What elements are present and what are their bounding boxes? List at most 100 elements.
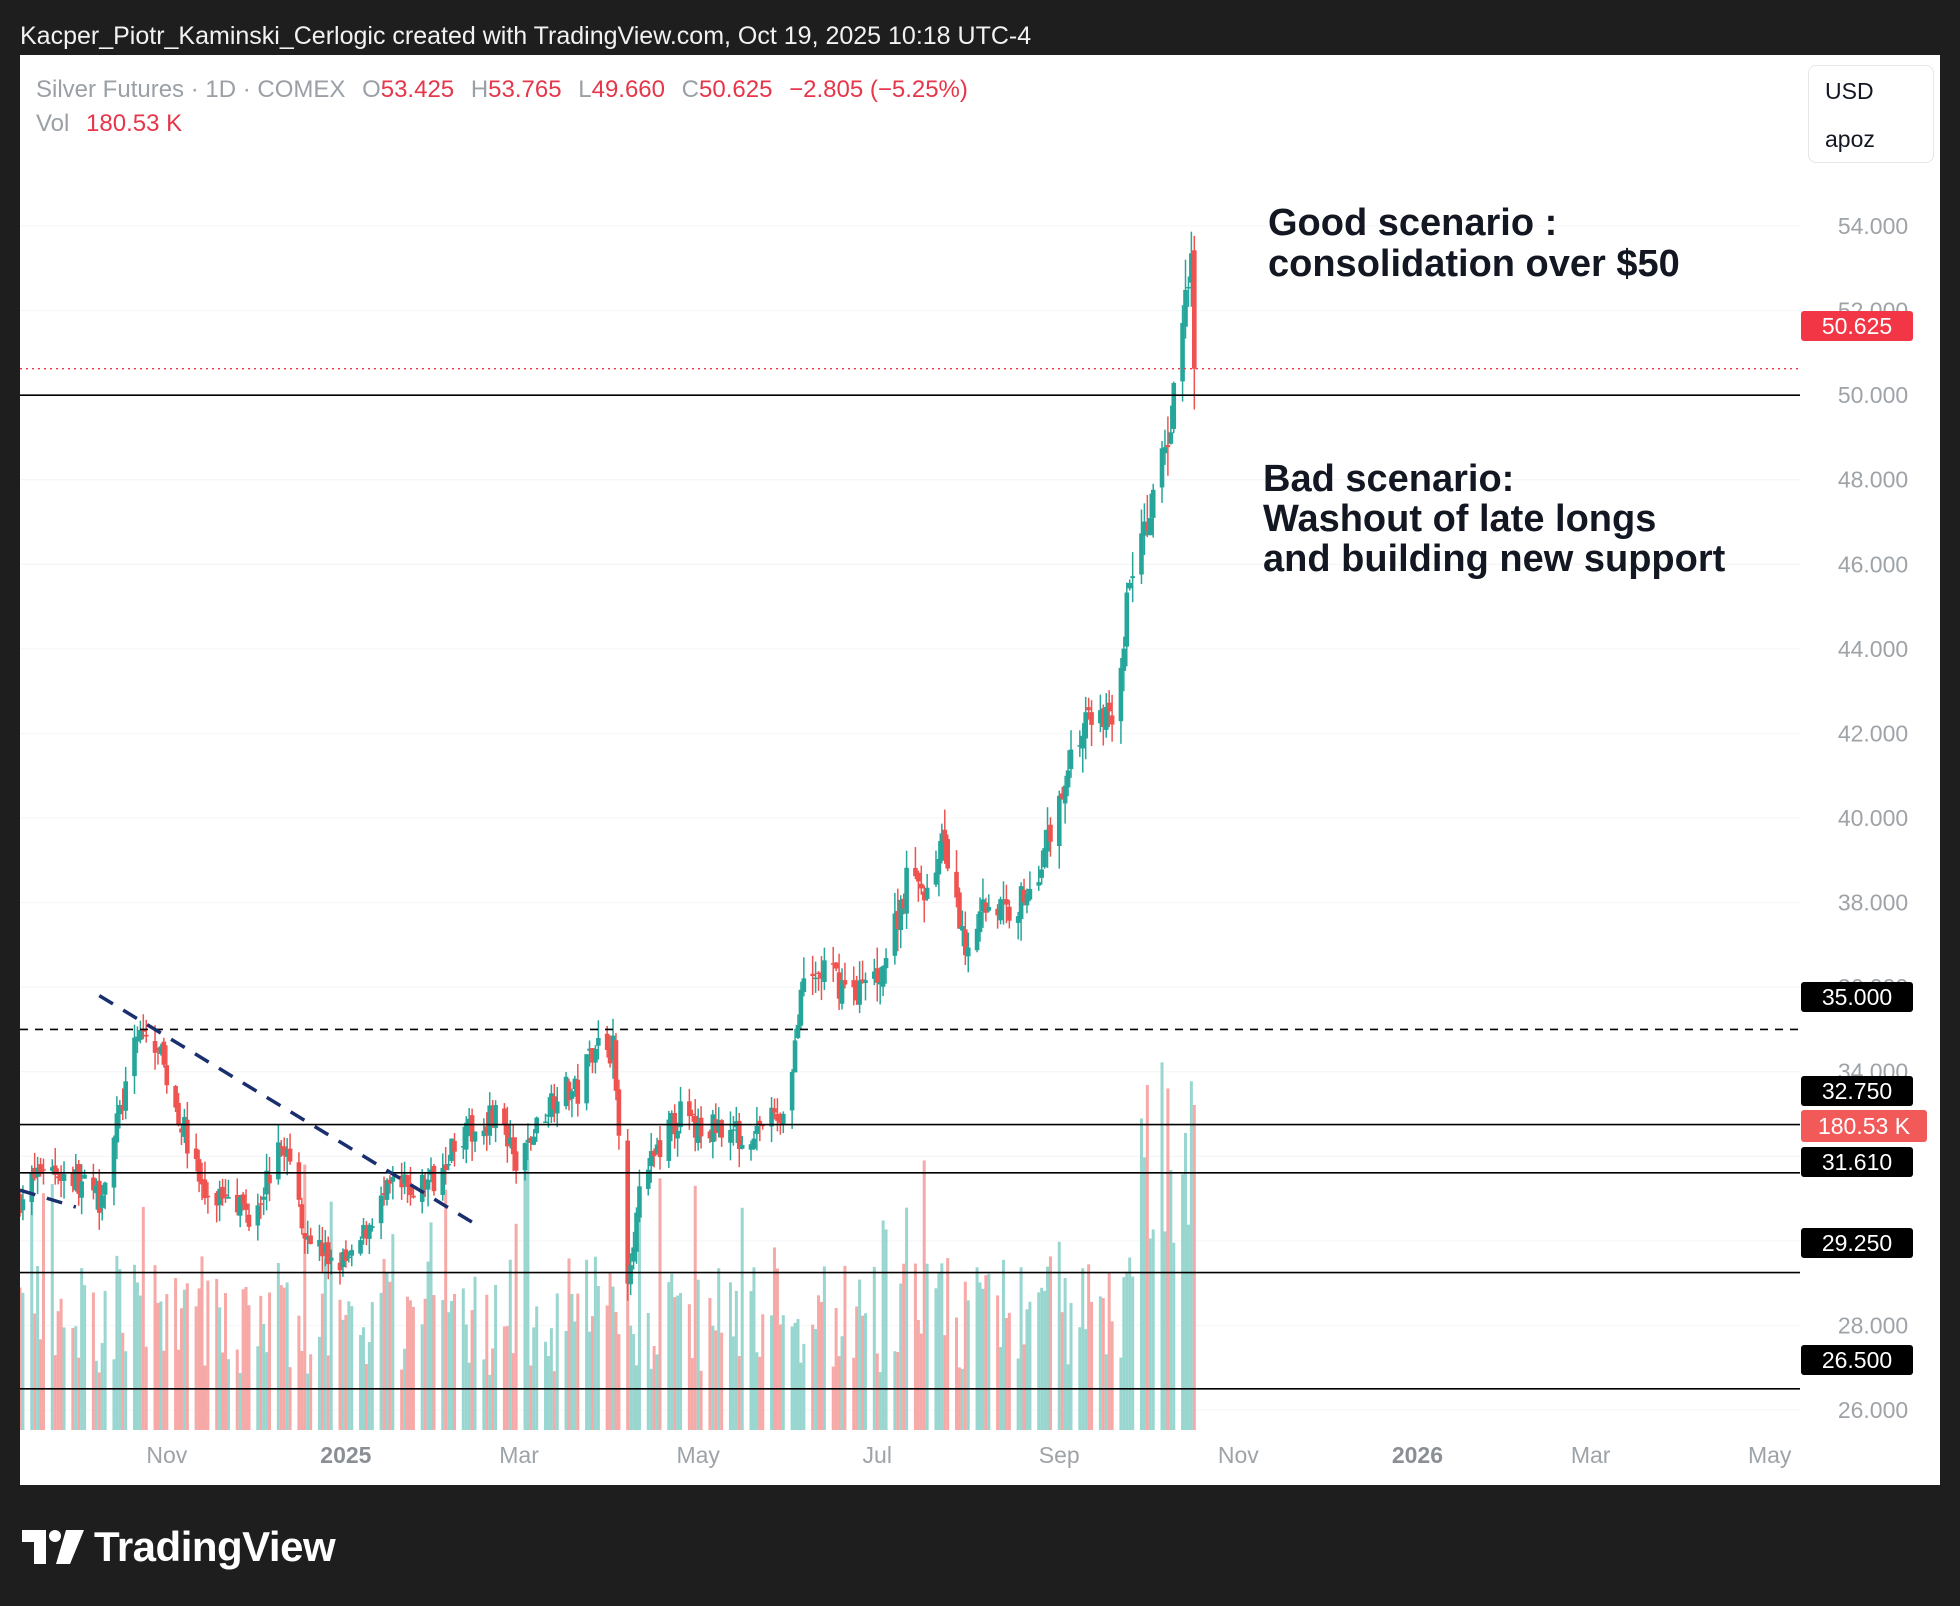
volume-bar <box>300 1350 304 1430</box>
volume-bar <box>276 1263 280 1430</box>
volume-bar <box>535 1306 539 1430</box>
volume-bar <box>429 1222 433 1430</box>
volume-bar <box>526 1159 530 1430</box>
volume-bar <box>1046 1266 1050 1430</box>
volume-bar <box>33 1313 37 1430</box>
volume-bar <box>268 1292 272 1430</box>
candle-body <box>258 1203 264 1205</box>
candle-body <box>654 1144 660 1153</box>
volume-bar <box>570 1294 574 1430</box>
volume-bar <box>658 1178 662 1430</box>
volume-bar <box>596 1285 600 1430</box>
candle-body <box>510 1137 516 1155</box>
symbol-title[interactable]: Silver Futures · 1D · COMEX <box>36 76 346 103</box>
volume-bar <box>1160 1062 1164 1430</box>
svg-text:50.625: 50.625 <box>1822 313 1892 339</box>
volume-bar <box>822 1266 826 1430</box>
time-tick-label: Mar <box>1571 1442 1611 1468</box>
candle-body <box>731 1129 736 1131</box>
price-tick-label: 42.000 <box>1838 720 1908 746</box>
time-tick-label: Mar <box>499 1442 539 1468</box>
currency-unit-box[interactable]: USD apoz <box>1808 65 1934 163</box>
volume-bar <box>21 1292 25 1430</box>
volume-bar <box>861 1315 865 1430</box>
candle-body <box>960 926 965 931</box>
candle-body <box>645 1169 651 1189</box>
candle-body <box>1186 286 1191 289</box>
candle-body <box>801 978 807 993</box>
candle-body <box>1062 785 1068 804</box>
candle-body <box>138 1030 143 1040</box>
volume-bar <box>1081 1268 1085 1430</box>
candle-body <box>1171 383 1177 429</box>
volume-bar <box>50 1183 54 1430</box>
candle-body <box>79 1181 84 1198</box>
volume-bar <box>80 1268 84 1430</box>
svg-text:180.53 K: 180.53 K <box>1818 1113 1911 1139</box>
volume-bar <box>585 1259 589 1430</box>
volume-bar <box>711 1325 715 1430</box>
volume-bar <box>734 1290 738 1430</box>
volume-bar <box>549 1328 553 1430</box>
candle-body <box>916 872 921 882</box>
volume-bar <box>379 1292 383 1430</box>
volume-bar <box>1057 1241 1061 1430</box>
candle-body <box>528 1137 534 1143</box>
candle-body <box>651 1150 657 1157</box>
candle-body <box>895 911 901 929</box>
volume-bar <box>987 1273 991 1430</box>
volume-bar <box>406 1296 410 1430</box>
volume-bar <box>837 1356 841 1430</box>
volume-bar <box>359 1334 363 1430</box>
volume-bar <box>843 1265 847 1430</box>
volume-bar <box>590 1316 594 1430</box>
volume-bar <box>1122 1277 1126 1430</box>
price-chart[interactable]: 26.00028.00030.00032.00034.00036.00038.0… <box>20 55 1940 1485</box>
candle-body <box>1127 582 1133 589</box>
volume-bar <box>511 1353 515 1430</box>
volume-bar <box>508 1259 512 1430</box>
volume-bar <box>637 1189 641 1430</box>
candle-body <box>302 1233 308 1239</box>
volume-bar <box>1172 1242 1176 1430</box>
candle-body <box>942 829 948 843</box>
volume-bar <box>922 1160 926 1430</box>
candle-body <box>892 913 898 956</box>
volume-bar <box>320 1293 324 1430</box>
volume-bar <box>206 1280 210 1430</box>
chart-frame[interactable]: 26.00028.00030.00032.00034.00036.00038.0… <box>20 55 1940 1485</box>
volume-bar <box>635 1365 639 1430</box>
volume-bar <box>262 1324 266 1430</box>
candle-body <box>710 1114 716 1143</box>
volume-bar <box>799 1362 803 1430</box>
volume-bar <box>919 1333 923 1430</box>
volume-bar <box>141 1206 145 1430</box>
candle-body <box>296 1162 302 1200</box>
currency-label[interactable]: USD <box>1825 78 1874 104</box>
volume-bar <box>1139 1118 1143 1430</box>
volume-bar <box>450 1300 454 1430</box>
candle-body <box>199 1179 205 1185</box>
volume-bar <box>781 1315 785 1430</box>
candle-body <box>1065 770 1071 788</box>
volume-bar <box>632 1334 636 1430</box>
time-tick-label: Nov <box>1218 1442 1259 1468</box>
candle-body <box>587 1048 592 1051</box>
candle-body <box>1059 793 1065 799</box>
candle-body <box>798 989 804 1026</box>
volume-bar <box>714 1330 718 1430</box>
volume-bar <box>1048 1256 1052 1430</box>
candle-body <box>525 1139 531 1143</box>
candle-body <box>986 906 992 911</box>
candle-body <box>143 1034 149 1037</box>
candle-body <box>443 1164 448 1171</box>
volume-bar <box>91 1292 95 1430</box>
candle-body <box>323 1244 328 1253</box>
candle-body <box>1106 702 1112 712</box>
candle-body <box>945 839 951 869</box>
tradingview-logo: TradingView <box>22 1522 336 1572</box>
volume-bar <box>852 1357 856 1430</box>
volume-bar <box>717 1268 721 1430</box>
volume-bar <box>996 1295 1000 1430</box>
volume-bar <box>1040 1287 1044 1430</box>
